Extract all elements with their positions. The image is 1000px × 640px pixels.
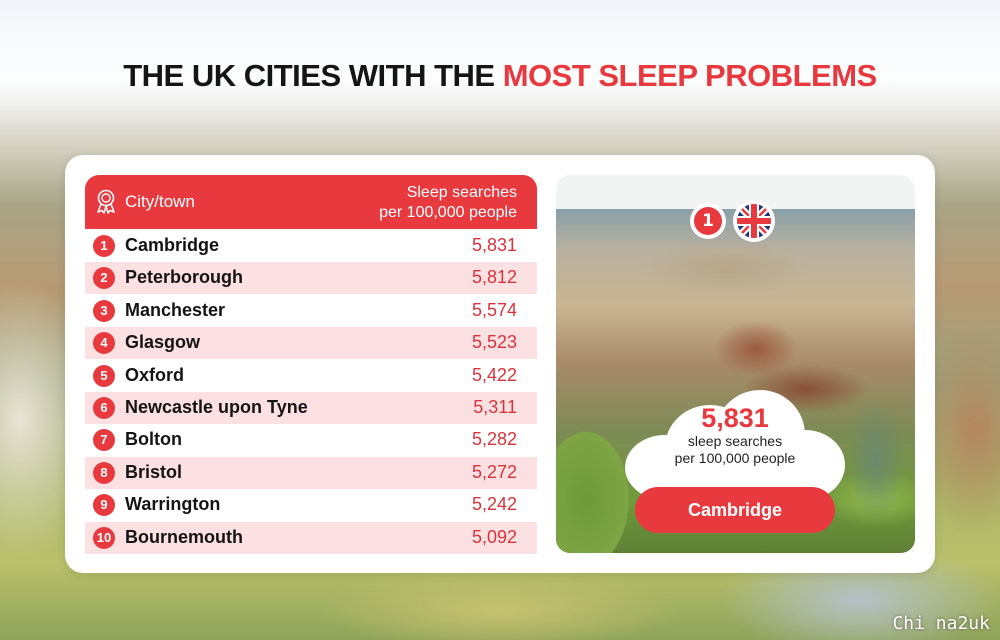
title-part: WITH THE — [340, 58, 503, 93]
table-row: 2 Peterborough 5,812 — [85, 262, 537, 295]
watermark: Chi na2uk — [892, 613, 990, 634]
search-value: 5,272 — [471, 461, 517, 482]
city-name: Cambridge — [125, 235, 220, 255]
title-emphasis: UK CITIES — [191, 58, 341, 93]
search-value: 5,523 — [471, 332, 517, 353]
table-row: 6 Newcastle upon Tyne 5,311 — [85, 392, 537, 424]
search-value: 5,831 — [471, 235, 517, 255]
table-row: 8 Bristol 5,272 — [85, 456, 537, 489]
rank-badge: 3 — [93, 299, 115, 322]
rank-badge: 4 — [93, 332, 115, 355]
city-name: Glasgow — [125, 332, 201, 353]
metric-line1: Sleep searches — [406, 184, 517, 201]
city-name: Bristol — [125, 461, 183, 482]
title-highlight: MOST SLEEP PROBLEMS — [502, 58, 878, 93]
rank-badge: 7 — [93, 429, 115, 452]
feature-stat: 5,831 sleep searches per 100,000 people — [625, 403, 845, 467]
rank-badge: 6 — [93, 397, 115, 419]
search-value: 5,311 — [473, 397, 517, 417]
column-header-city: City/town — [125, 192, 195, 211]
table-row: 3 Manchester 5,574 — [85, 295, 537, 327]
rank-badge: 1 — [93, 235, 115, 257]
rank-number: 1 — [694, 207, 722, 235]
rank-badge: 2 — [93, 267, 115, 290]
table-row: 5 Oxford 5,422 — [85, 360, 537, 392]
table-row: 7 Bolton 5,282 — [85, 424, 537, 456]
rank-badge: 8 — [93, 461, 115, 484]
search-value: 5,812 — [471, 267, 517, 288]
city-name: Warrington — [125, 494, 221, 515]
city-name: Peterborough — [125, 267, 244, 288]
sky-fade — [0, 0, 1000, 130]
search-value: 5,092 — [471, 526, 517, 547]
rank-badge: 5 — [93, 364, 115, 387]
search-value: 5,574 — [471, 299, 517, 320]
feature-label-2: per 100,000 people — [674, 450, 796, 466]
rank-badge: 10 — [93, 526, 115, 549]
search-value: 5,242 — [471, 494, 517, 515]
table-row: 10 Bournemouth 5,092 — [85, 521, 537, 554]
award-rosette-icon — [95, 189, 117, 219]
page-title: THE UK CITIES WITH THE MOST SLEEP PROBLE… — [0, 58, 1000, 94]
city-name: Manchester — [125, 299, 226, 320]
rank-badge: 1 — [690, 203, 726, 239]
search-value: 5,282 — [471, 429, 517, 450]
rank-badge: 9 — [93, 494, 115, 517]
column-header-metric: Sleep searches per 100,000 people — [379, 183, 517, 223]
table-row: 1 Cambridge 5,831 — [85, 230, 537, 262]
city-name: Newcastle upon Tyne — [125, 397, 308, 417]
city-name: Bolton — [125, 429, 182, 450]
search-value: 5,422 — [471, 364, 517, 385]
uk-flag-icon — [733, 200, 775, 242]
table-header: City/town Sleep searches per 100,000 peop… — [85, 175, 537, 229]
title-part: THE — [123, 58, 192, 93]
table-row: 4 Glasgow 5,523 — [85, 327, 537, 360]
feature-value: 5,831 — [701, 403, 769, 433]
table-row: 9 Warrington 5,242 — [85, 489, 537, 521]
metric-line2: per 100,000 people — [379, 204, 517, 221]
city-name-pill: Cambridge — [635, 487, 835, 533]
city-name: Bournemouth — [125, 526, 243, 547]
city-name: Oxford — [125, 364, 185, 385]
feature-label-1: sleep searches — [687, 433, 783, 449]
